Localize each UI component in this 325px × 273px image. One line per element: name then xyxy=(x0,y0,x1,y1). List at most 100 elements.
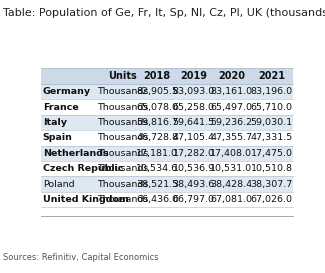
Text: Thousands: Thousands xyxy=(97,195,148,204)
Bar xyxy=(41,161,106,176)
Text: Italy: Italy xyxy=(43,118,67,127)
Bar xyxy=(41,192,106,207)
Bar xyxy=(139,115,176,130)
Text: 2019: 2019 xyxy=(180,71,207,81)
Text: 59,030.1: 59,030.1 xyxy=(251,118,293,127)
Text: 10,536.9: 10,536.9 xyxy=(173,164,215,173)
Bar xyxy=(176,99,212,115)
Text: 10,534.6: 10,534.6 xyxy=(136,164,178,173)
Text: 46,728.8: 46,728.8 xyxy=(136,133,178,142)
Bar xyxy=(176,146,212,161)
Bar xyxy=(251,84,292,99)
Text: Thousands: Thousands xyxy=(97,87,148,96)
Text: Thousands: Thousands xyxy=(97,164,148,173)
Bar xyxy=(251,192,292,207)
Bar xyxy=(251,99,292,115)
Bar xyxy=(41,115,106,130)
Bar xyxy=(251,176,292,192)
Text: Spain: Spain xyxy=(43,133,72,142)
Bar xyxy=(106,99,139,115)
Text: 2018: 2018 xyxy=(144,71,171,81)
Text: 47,105.4: 47,105.4 xyxy=(173,133,215,142)
Bar xyxy=(212,192,251,207)
Text: 10,531.0: 10,531.0 xyxy=(210,164,253,173)
Bar xyxy=(251,161,292,176)
Text: 2021: 2021 xyxy=(258,71,285,81)
Text: 17,282.0: 17,282.0 xyxy=(173,149,215,158)
Bar xyxy=(212,176,251,192)
Bar xyxy=(176,130,212,146)
Text: 38,493.6: 38,493.6 xyxy=(173,180,215,189)
Text: 65,710.0: 65,710.0 xyxy=(251,103,293,112)
Text: 10,510.8: 10,510.8 xyxy=(251,164,293,173)
Text: 83,196.0: 83,196.0 xyxy=(251,87,293,96)
Text: 38,307.7: 38,307.7 xyxy=(251,180,293,189)
Bar xyxy=(176,84,212,99)
Text: Thousands: Thousands xyxy=(97,103,148,112)
Bar xyxy=(212,146,251,161)
Text: 47,355.7: 47,355.7 xyxy=(210,133,253,142)
Bar xyxy=(212,69,251,84)
Bar xyxy=(251,69,292,84)
Bar xyxy=(41,130,106,146)
Bar xyxy=(139,192,176,207)
Text: Sources: Refinitiv, Capital Economics: Sources: Refinitiv, Capital Economics xyxy=(3,253,159,262)
Bar xyxy=(41,176,106,192)
Bar xyxy=(212,99,251,115)
Bar xyxy=(106,84,139,99)
Bar xyxy=(176,192,212,207)
Text: Czech Republic: Czech Republic xyxy=(43,164,123,173)
Bar xyxy=(176,161,212,176)
Bar xyxy=(212,115,251,130)
Bar xyxy=(139,69,176,84)
Bar xyxy=(176,176,212,192)
Bar xyxy=(41,99,106,115)
Text: 66,436.0: 66,436.0 xyxy=(136,195,178,204)
Bar xyxy=(106,146,139,161)
Text: Table: Population of Ge, Fr, It, Sp, Nl, Cz, Pl, UK (thousands): Table: Population of Ge, Fr, It, Sp, Nl,… xyxy=(3,8,325,18)
Bar xyxy=(176,115,212,130)
Bar xyxy=(251,130,292,146)
Bar xyxy=(106,192,139,207)
Bar xyxy=(212,130,251,146)
Text: 67,081.0: 67,081.0 xyxy=(210,195,253,204)
Text: 82,905.5: 82,905.5 xyxy=(136,87,178,96)
Text: 83,161.0: 83,161.0 xyxy=(210,87,253,96)
Text: 65,497.0: 65,497.0 xyxy=(210,103,253,112)
Text: Thousands: Thousands xyxy=(97,149,148,158)
Text: 38,521.5: 38,521.5 xyxy=(136,180,178,189)
Bar xyxy=(106,130,139,146)
Text: 59,236.2: 59,236.2 xyxy=(210,118,253,127)
Bar xyxy=(139,84,176,99)
Text: Thousands: Thousands xyxy=(97,118,148,127)
Text: 17,408.0: 17,408.0 xyxy=(210,149,253,158)
Bar xyxy=(139,146,176,161)
Text: 83,093.0: 83,093.0 xyxy=(173,87,215,96)
Text: 17,181.0: 17,181.0 xyxy=(136,149,178,158)
Text: France: France xyxy=(43,103,78,112)
Text: Thousands: Thousands xyxy=(97,180,148,189)
Text: 67,026.0: 67,026.0 xyxy=(251,195,293,204)
Bar xyxy=(106,161,139,176)
Bar xyxy=(139,130,176,146)
Bar xyxy=(41,69,106,84)
Text: 17,475.0: 17,475.0 xyxy=(251,149,293,158)
Text: 66,797.0: 66,797.0 xyxy=(173,195,215,204)
Text: Poland: Poland xyxy=(43,180,74,189)
Bar xyxy=(212,84,251,99)
Text: Germany: Germany xyxy=(43,87,91,96)
Text: United Kingdom: United Kingdom xyxy=(43,195,128,204)
Text: Units: Units xyxy=(108,71,137,81)
Bar xyxy=(106,176,139,192)
Bar xyxy=(106,69,139,84)
Text: Netherlands: Netherlands xyxy=(43,149,108,158)
Bar xyxy=(176,69,212,84)
Text: 38,428.4: 38,428.4 xyxy=(210,180,253,189)
Text: 59,816.7: 59,816.7 xyxy=(136,118,178,127)
Text: 2020: 2020 xyxy=(218,71,245,81)
Bar xyxy=(251,115,292,130)
Bar xyxy=(41,146,106,161)
Bar xyxy=(139,161,176,176)
Bar xyxy=(41,84,106,99)
Text: 47,331.5: 47,331.5 xyxy=(251,133,293,142)
